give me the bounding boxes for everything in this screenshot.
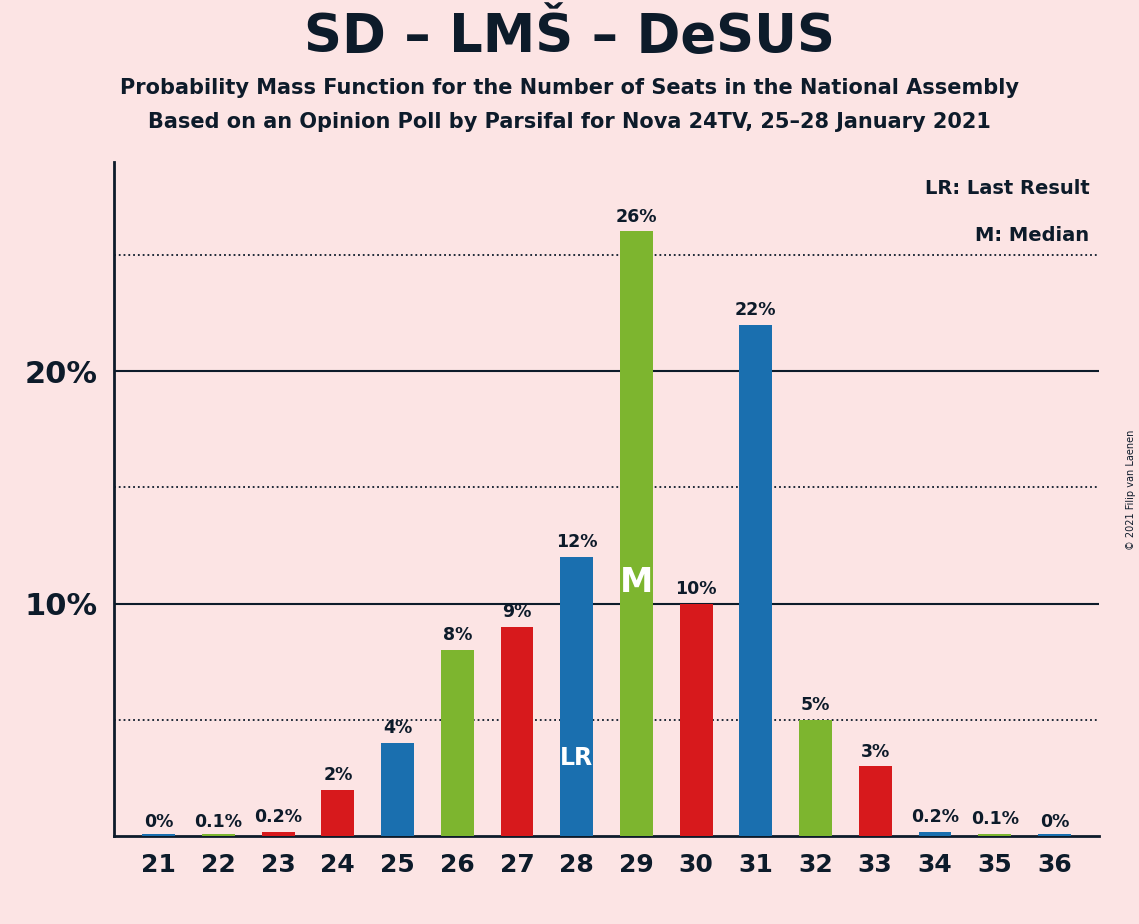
Text: 26%: 26% bbox=[615, 208, 657, 225]
Text: 12%: 12% bbox=[556, 533, 598, 552]
Text: 22%: 22% bbox=[735, 300, 777, 319]
Text: Based on an Opinion Poll by Parsifal for Nova 24TV, 25–28 January 2021: Based on an Opinion Poll by Parsifal for… bbox=[148, 112, 991, 132]
Bar bbox=[500, 626, 533, 836]
Text: 0.1%: 0.1% bbox=[970, 810, 1018, 828]
Text: 0%: 0% bbox=[144, 813, 173, 831]
Bar bbox=[739, 324, 772, 836]
Bar bbox=[620, 232, 653, 836]
Bar bbox=[142, 834, 175, 836]
Text: LR: Last Result: LR: Last Result bbox=[925, 178, 1089, 198]
Bar bbox=[978, 833, 1011, 836]
Bar bbox=[441, 650, 474, 836]
Bar bbox=[859, 766, 892, 836]
Bar bbox=[800, 720, 831, 836]
Text: 5%: 5% bbox=[801, 696, 830, 714]
Text: SD – LMŠ – DeSUS: SD – LMŠ – DeSUS bbox=[304, 11, 835, 63]
Bar bbox=[262, 832, 295, 836]
Text: 9%: 9% bbox=[502, 603, 532, 621]
Bar bbox=[321, 790, 354, 836]
Text: M: Median: M: Median bbox=[975, 225, 1089, 245]
Text: 0.1%: 0.1% bbox=[195, 813, 243, 831]
Bar bbox=[202, 834, 235, 836]
Bar bbox=[918, 832, 951, 836]
Text: © 2021 Filip van Laenen: © 2021 Filip van Laenen bbox=[1126, 430, 1136, 550]
Text: M: M bbox=[620, 565, 653, 599]
Text: 2%: 2% bbox=[323, 766, 352, 784]
Text: 0.2%: 0.2% bbox=[911, 808, 959, 826]
Text: Probability Mass Function for the Number of Seats in the National Assembly: Probability Mass Function for the Number… bbox=[120, 78, 1019, 98]
Text: 0%: 0% bbox=[1040, 813, 1070, 831]
Text: 3%: 3% bbox=[861, 743, 890, 760]
Text: 8%: 8% bbox=[443, 626, 472, 644]
Bar bbox=[680, 603, 713, 836]
Bar bbox=[560, 557, 593, 836]
Text: LR: LR bbox=[560, 746, 593, 770]
Text: 4%: 4% bbox=[383, 720, 412, 737]
Text: 0.2%: 0.2% bbox=[254, 808, 302, 826]
Text: 10%: 10% bbox=[675, 580, 716, 598]
Bar bbox=[1038, 834, 1071, 836]
Bar bbox=[382, 743, 413, 836]
